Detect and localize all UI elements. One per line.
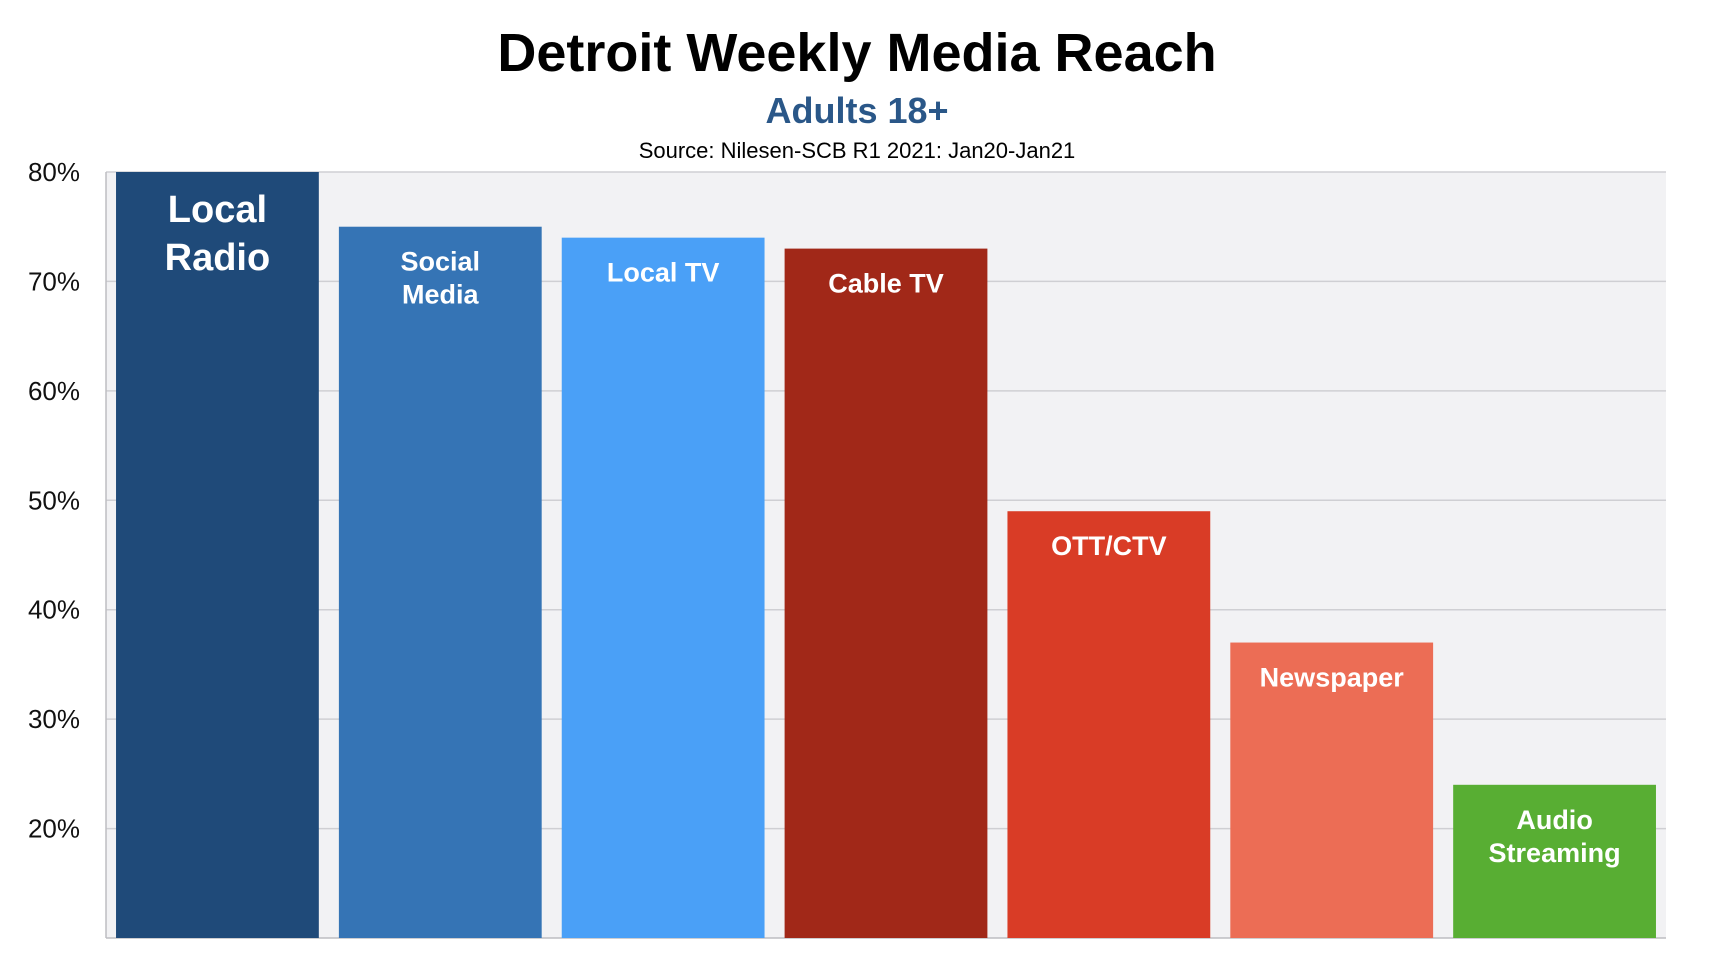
y-tick-label: 40% [28, 595, 80, 625]
bar-label: Audio [1516, 805, 1592, 835]
bar-label: Streaming [1489, 838, 1621, 868]
y-tick-label: 20% [28, 814, 80, 844]
bar-label: Cable TV [828, 269, 944, 299]
chart-title: Detroit Weekly Media Reach [497, 23, 1217, 83]
bar [116, 172, 319, 938]
y-tick-label: 30% [28, 704, 80, 734]
bar-label: Radio [165, 237, 271, 279]
bar [561, 237, 765, 938]
y-tick-label: 80% [28, 157, 80, 187]
bar-label: Social [401, 247, 481, 277]
y-tick-label: 70% [28, 266, 80, 296]
bar-label: OTT/CTV [1051, 531, 1167, 561]
bar-label: Local TV [607, 258, 720, 288]
y-tick-label: 50% [28, 485, 80, 515]
bar [1453, 784, 1656, 938]
bar [1230, 642, 1434, 938]
chart-subtitle: Adults 18+ [765, 90, 949, 131]
bar [784, 248, 988, 939]
bar-label: Local [168, 189, 267, 231]
bar [338, 226, 542, 938]
bar [1007, 511, 1211, 938]
y-tick-label: 60% [28, 376, 80, 406]
chart-source: Source: Nilesen-SCB R1 2021: Jan20-Jan21 [638, 138, 1076, 163]
bar-label: Newspaper [1260, 663, 1405, 693]
bar-label: Media [402, 280, 480, 310]
